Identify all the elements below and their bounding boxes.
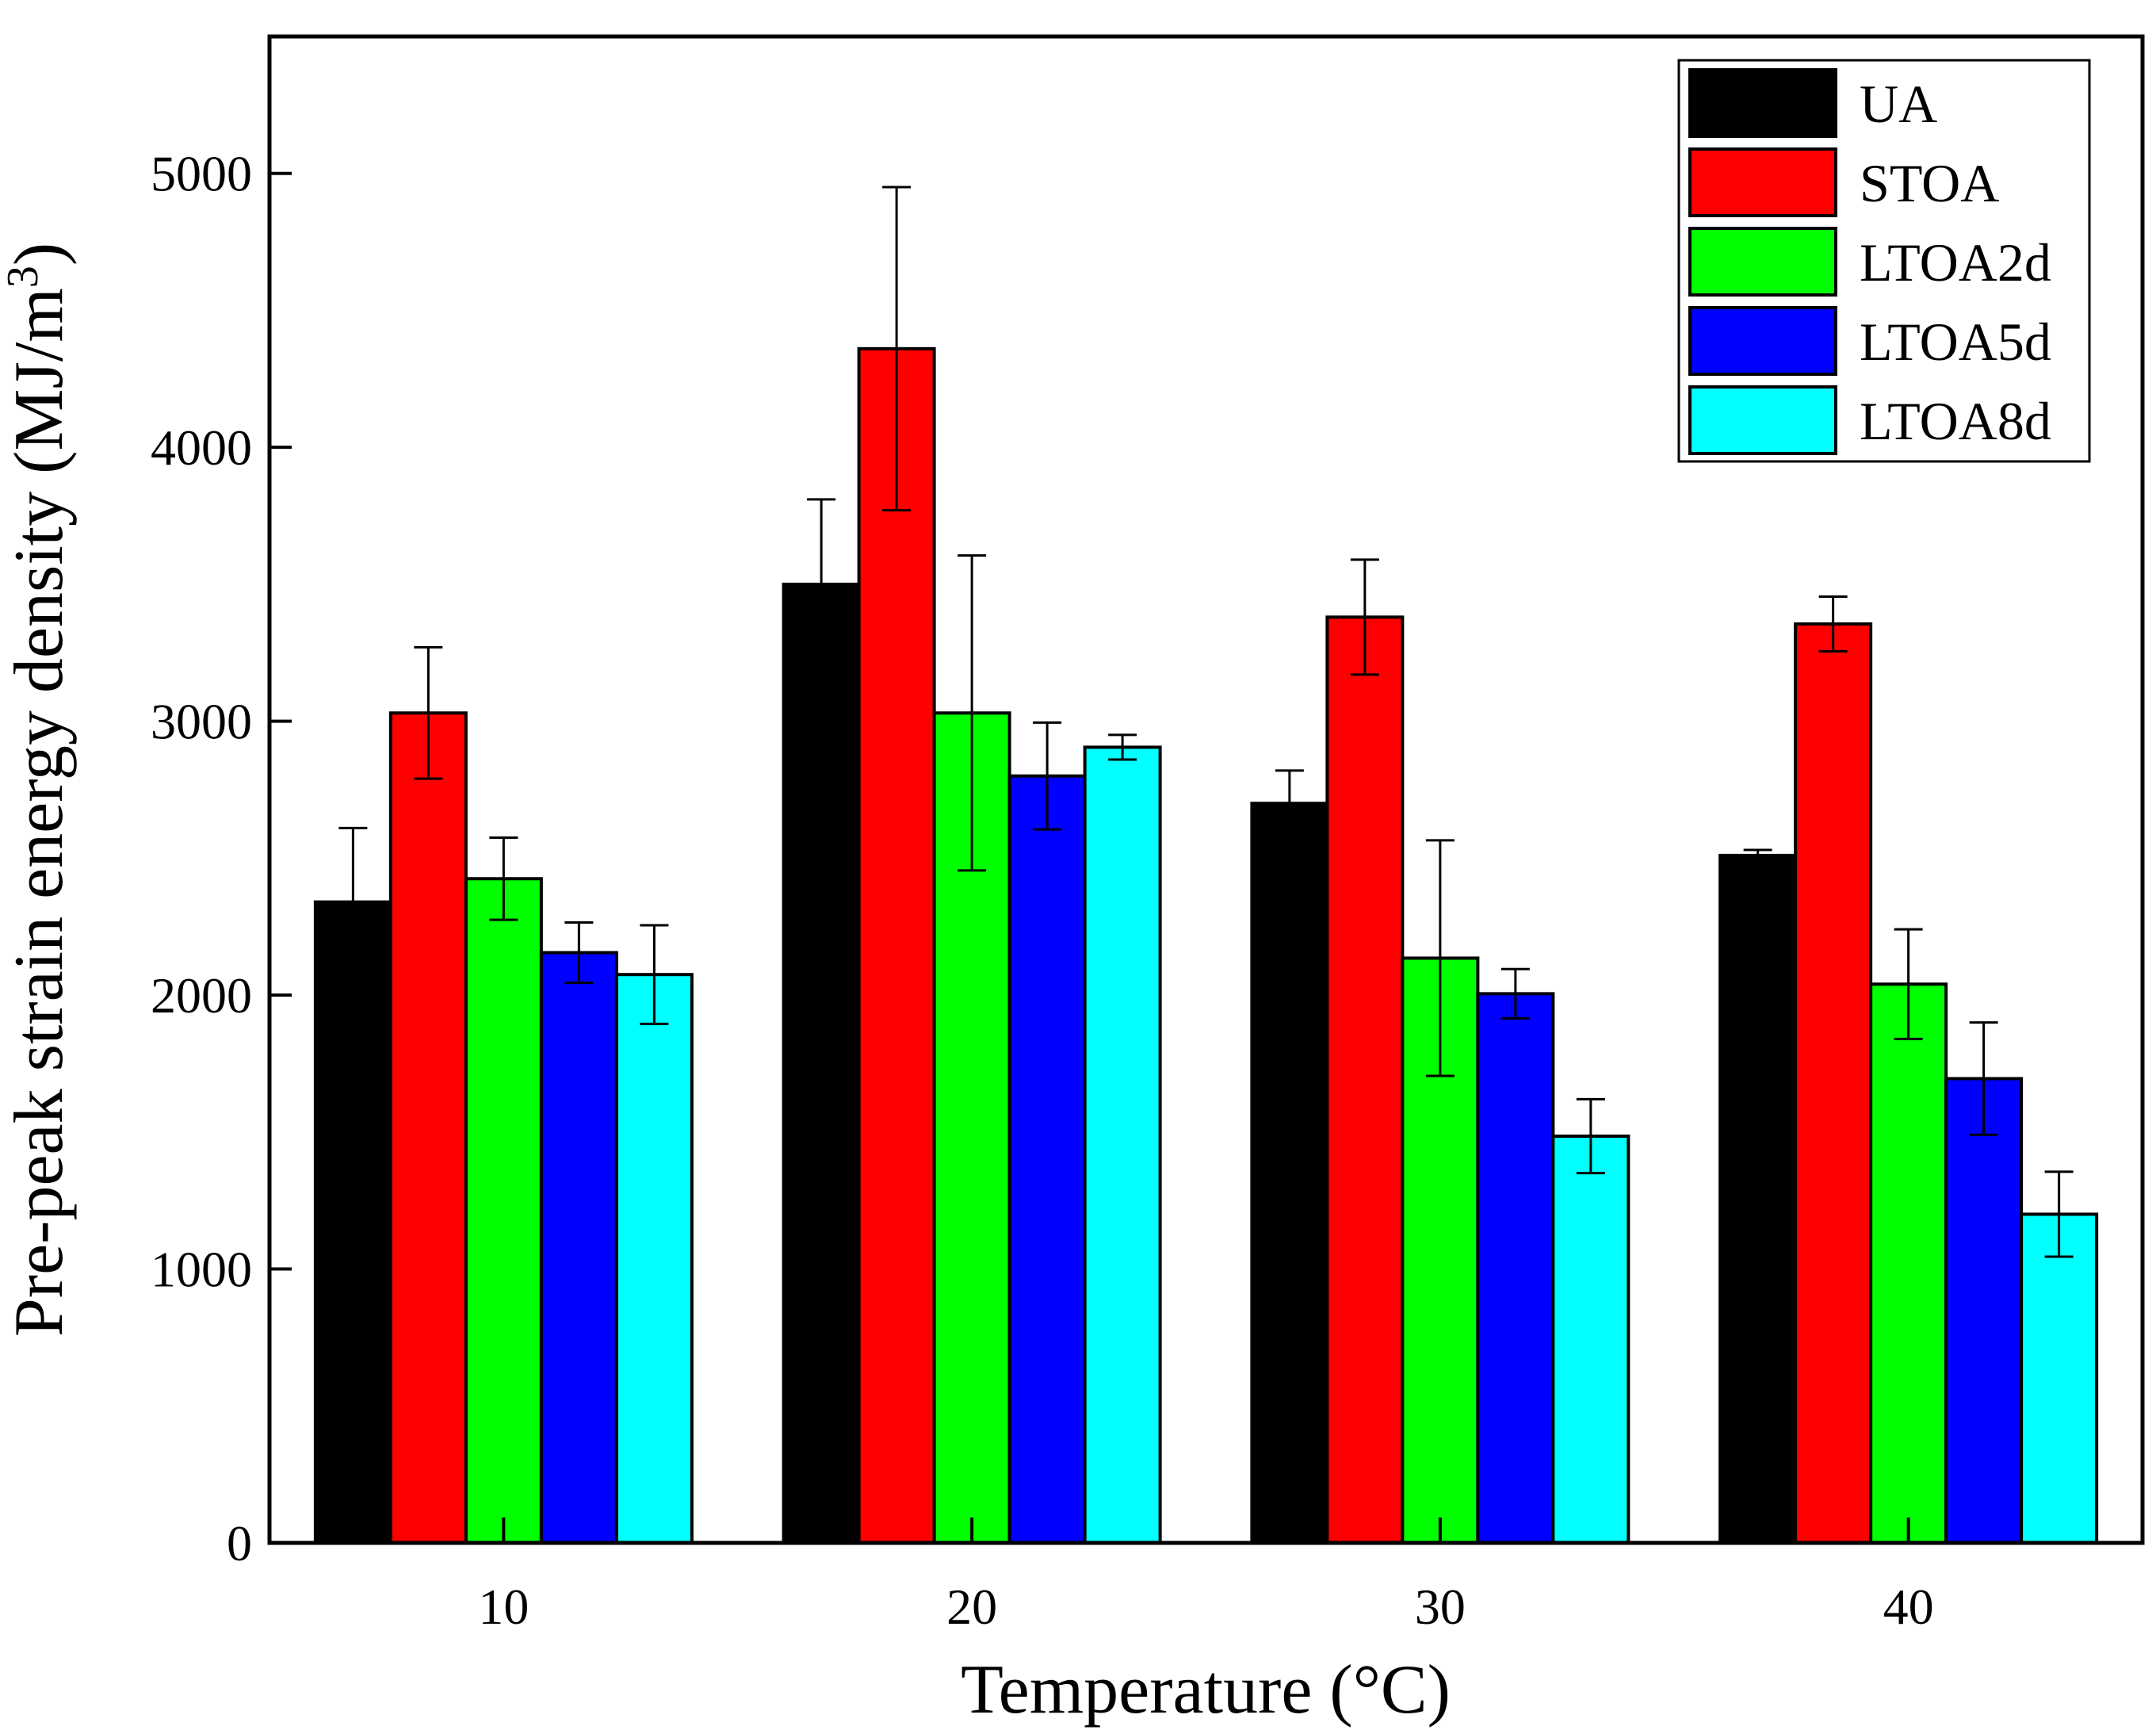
error-bar-ltoa2d-10: [489, 836, 518, 921]
legend-swatch-stoa: [1688, 147, 1837, 217]
ticks-layer: 0 1000 2000 3000 4000 5000 10 20 30 40: [151, 146, 1934, 1635]
legend-label-ltoa8d: LTOA8d: [1860, 391, 2051, 451]
error-bar-ua-40: [1743, 848, 1772, 863]
legend: UA STOA LTOA2d LTOA5d LTOA8d: [1677, 59, 2091, 463]
legend-swatch-ua: [1688, 68, 1837, 138]
error-bar-ltoa8d-20: [1108, 733, 1137, 761]
legend-label-stoa: STOA: [1860, 153, 1999, 213]
bar-ltoa2d-10: [464, 877, 543, 1544]
bar-ua-40: [1718, 853, 1798, 1544]
error-bar-stoa-10: [414, 645, 443, 780]
legend-swatch-ltoa2d: [1688, 227, 1837, 297]
y-axis-title-main: Pre-peak strain energy density (MJ/m: [1, 288, 78, 1337]
error-bar-stoa-40: [1818, 595, 1848, 653]
error-bar-ltoa5d-30: [1500, 967, 1530, 1020]
error-bar-ltoa2d-20: [958, 554, 987, 872]
error-bar-ltoa2d-30: [1425, 839, 1455, 1077]
y-tick-label-5000: 5000: [151, 146, 252, 202]
bar-stoa-30: [1325, 615, 1405, 1544]
error-bar-ua-30: [1275, 769, 1304, 838]
bar-ltoa5d-20: [1007, 774, 1087, 1544]
bar-stoa-10: [388, 711, 468, 1544]
plot-frame: [267, 34, 2145, 1545]
error-bar-ltoa5d-20: [1033, 721, 1062, 831]
error-bar-ltoa5d-40: [1969, 1021, 1998, 1136]
y-axis-title-superscript: 3: [0, 266, 48, 288]
error-bar-ltoa8d-40: [2044, 1170, 2074, 1258]
error-bar-ltoa8d-10: [640, 924, 669, 1025]
error-bar-ltoa2d-40: [1894, 928, 1923, 1040]
error-bar-ua-10: [338, 826, 368, 978]
x-tick-label-10: 10: [478, 1579, 529, 1635]
bar-ltoa8d-10: [614, 973, 694, 1544]
bar-ltoa5d-10: [539, 951, 618, 1544]
x-axis-title: Temperature (°C): [961, 1652, 1451, 1728]
bar-stoa-40: [1794, 622, 1873, 1544]
y-axis-title: Pre-peak strain energy density (MJ/m3): [0, 243, 78, 1337]
bar-ltoa5d-40: [1944, 1077, 2024, 1545]
error-bar-stoa-30: [1350, 558, 1379, 676]
y-tick-label-3000: 3000: [151, 694, 252, 750]
bar-ltoa8d-40: [2020, 1212, 2099, 1545]
bar-stoa-20: [857, 346, 936, 1544]
y-tick-label-2000: 2000: [151, 967, 252, 1024]
bars-layer: [313, 346, 2099, 1545]
bar-ua-20: [782, 582, 861, 1545]
y-tick-label-0: 0: [227, 1515, 252, 1571]
bar-ltoa8d-20: [1083, 745, 1162, 1544]
x-tick-label-40: 40: [1883, 1579, 1934, 1635]
bar-ua-10: [313, 900, 392, 1544]
bar-ltoa8d-30: [1551, 1135, 1630, 1544]
bar-ltoa2d-40: [1869, 982, 1948, 1544]
error-bar-ltoa5d-10: [564, 921, 594, 985]
legend-label-ltoa2d: LTOA2d: [1860, 232, 2051, 293]
error-bar-ua-20: [807, 498, 836, 671]
legend-swatch-ltoa5d: [1688, 306, 1837, 376]
x-tick-label-30: 30: [1415, 1579, 1466, 1635]
y-axis-title-close: ): [1, 243, 78, 266]
bar-ua-30: [1250, 802, 1329, 1544]
legend-swatch-ltoa8d: [1688, 385, 1837, 455]
legend-label-ltoa5d: LTOA5d: [1860, 312, 2051, 372]
x-tick-label-20: 20: [946, 1579, 997, 1635]
y-tick-label-1000: 1000: [151, 1242, 252, 1298]
legend-label-ua: UA: [1860, 74, 1937, 134]
error-bars-layer: [338, 186, 2074, 1258]
bar-ltoa5d-30: [1476, 992, 1555, 1544]
error-bar-ltoa8d-30: [1576, 1097, 1605, 1175]
y-tick-label-4000: 4000: [151, 419, 252, 476]
error-bar-stoa-20: [882, 186, 912, 512]
